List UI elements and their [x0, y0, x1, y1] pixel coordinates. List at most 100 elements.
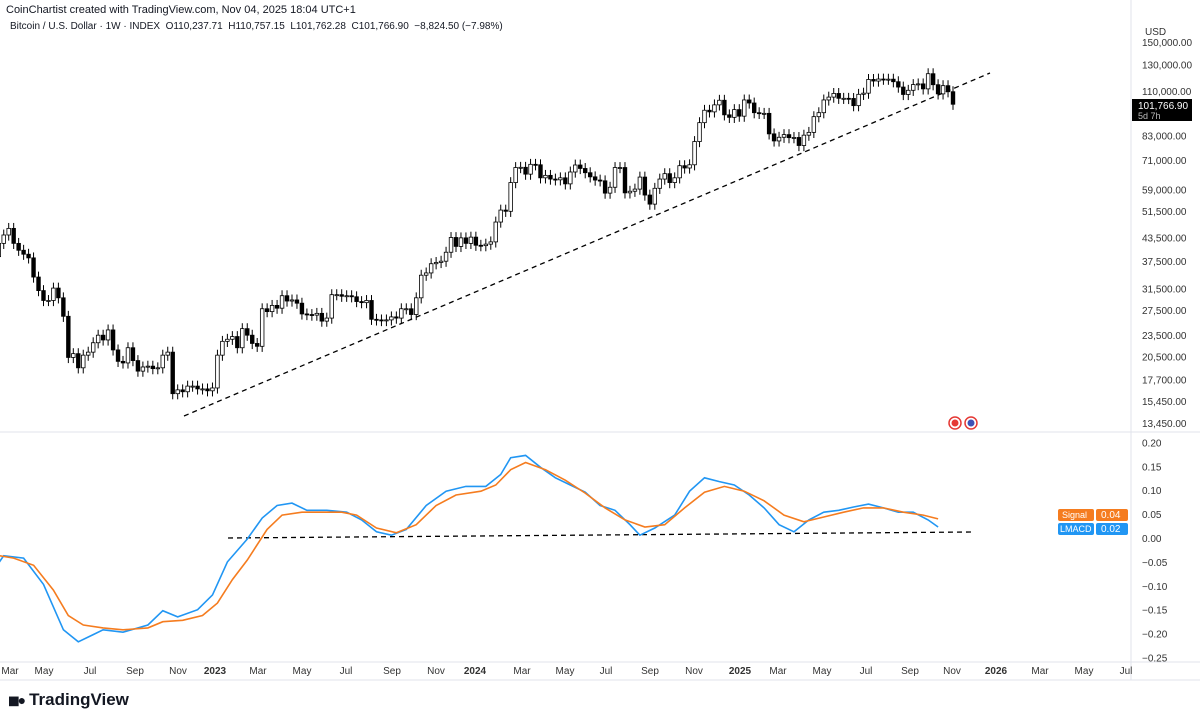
candle-body: [906, 89, 911, 95]
last-price-label: 101,766.90 5d 7h: [1132, 99, 1192, 121]
candle: [861, 87, 866, 100]
candle-body: [652, 187, 657, 205]
signal-label: Signal: [1062, 510, 1087, 520]
candle-body: [190, 385, 195, 388]
candle-body: [632, 188, 638, 192]
candle-body: [697, 122, 702, 142]
macd-tick-label: 0.05: [1142, 510, 1162, 521]
candle-body: [329, 294, 334, 319]
time-tick-label: Sep: [901, 666, 919, 677]
candle: [250, 329, 255, 350]
candle: [697, 117, 702, 148]
candle: [622, 162, 628, 199]
candle: [543, 169, 548, 184]
tradingview-logo[interactable]: ◼● TradingView: [8, 690, 129, 710]
candle: [687, 159, 692, 174]
candle-body: [205, 388, 210, 392]
candle-body: [245, 328, 250, 336]
candle: [811, 111, 817, 138]
candle: [578, 159, 583, 175]
candle: [712, 99, 717, 118]
candle-body: [200, 388, 205, 391]
candle-body: [404, 308, 409, 311]
candle-body: [806, 131, 812, 136]
candle-body: [230, 336, 235, 340]
time-tick-label: Mar: [769, 666, 787, 677]
lmacd-line[interactable]: [0, 454, 939, 643]
candle-body: [692, 141, 697, 166]
candle: [592, 171, 598, 186]
price-tick-label: 31,500.00: [1142, 285, 1187, 296]
candle-body: [622, 167, 628, 194]
candle: [289, 294, 295, 307]
price-tick-label: 71,000.00: [1142, 156, 1187, 167]
candle-body: [871, 79, 876, 82]
candle-body: [115, 349, 121, 362]
candle: [215, 349, 220, 394]
price-tick-label: 20,500.00: [1142, 352, 1187, 363]
candle: [722, 94, 727, 121]
candle-body: [334, 294, 339, 297]
candle-body: [180, 389, 185, 393]
candle: [264, 303, 270, 318]
candle: [513, 162, 518, 189]
candle: [846, 92, 851, 105]
economic-event-icon[interactable]: [948, 416, 978, 430]
candle: [165, 346, 170, 361]
candle-body: [801, 134, 807, 146]
candle: [831, 88, 836, 103]
candle: [473, 231, 479, 251]
candle: [801, 129, 807, 152]
candle-body: [886, 78, 891, 81]
brand-name: TradingView: [29, 690, 129, 709]
signal-line[interactable]: [0, 461, 939, 631]
candle-body: [105, 329, 111, 341]
candle-body: [215, 354, 220, 389]
candle-body: [508, 182, 513, 212]
candle: [349, 290, 354, 303]
price-trendline[interactable]: [183, 72, 991, 417]
candle: [468, 231, 474, 250]
time-tick-label: Sep: [383, 666, 401, 677]
candle: [324, 312, 329, 327]
candle-body: [56, 287, 61, 299]
candle-body: [617, 167, 623, 169]
bar-countdown: 5d 7h: [1138, 111, 1161, 121]
candle-body: [607, 186, 613, 194]
candle: [662, 168, 667, 185]
candle-body: [384, 319, 389, 322]
candle: [483, 238, 489, 252]
candle: [428, 258, 434, 279]
candle-body: [399, 308, 404, 319]
time-tick-label: Nov: [685, 666, 703, 677]
candle: [707, 104, 712, 118]
candle-body: [250, 334, 255, 344]
time-tick-label: Mar: [1031, 666, 1049, 677]
candle-body: [488, 241, 493, 245]
candle: [304, 308, 310, 321]
candle-body: [578, 164, 583, 169]
candle: [185, 380, 190, 398]
candle: [498, 204, 503, 228]
symbol-legend[interactable]: Bitcoin / U.S. Dollar · 1W · INDEX O110,…: [10, 21, 503, 32]
candle-body: [901, 86, 906, 95]
candle-body: [349, 295, 354, 298]
candle: [717, 94, 722, 111]
candle: [573, 159, 578, 178]
candle-body: [478, 244, 484, 247]
candle: [329, 289, 334, 324]
candle: [602, 175, 608, 199]
macd-trendline[interactable]: [227, 531, 973, 539]
candle: [587, 167, 593, 183]
candle: [205, 383, 210, 397]
time-tick-label: 2025: [729, 666, 752, 677]
candle-body: [314, 312, 320, 316]
candle-body: [36, 276, 41, 291]
candle-body: [210, 387, 215, 392]
candle-body: [752, 102, 757, 114]
candle: [319, 307, 325, 327]
candle: [274, 299, 280, 314]
candle-body: [677, 165, 682, 179]
candle-body: [662, 173, 667, 180]
